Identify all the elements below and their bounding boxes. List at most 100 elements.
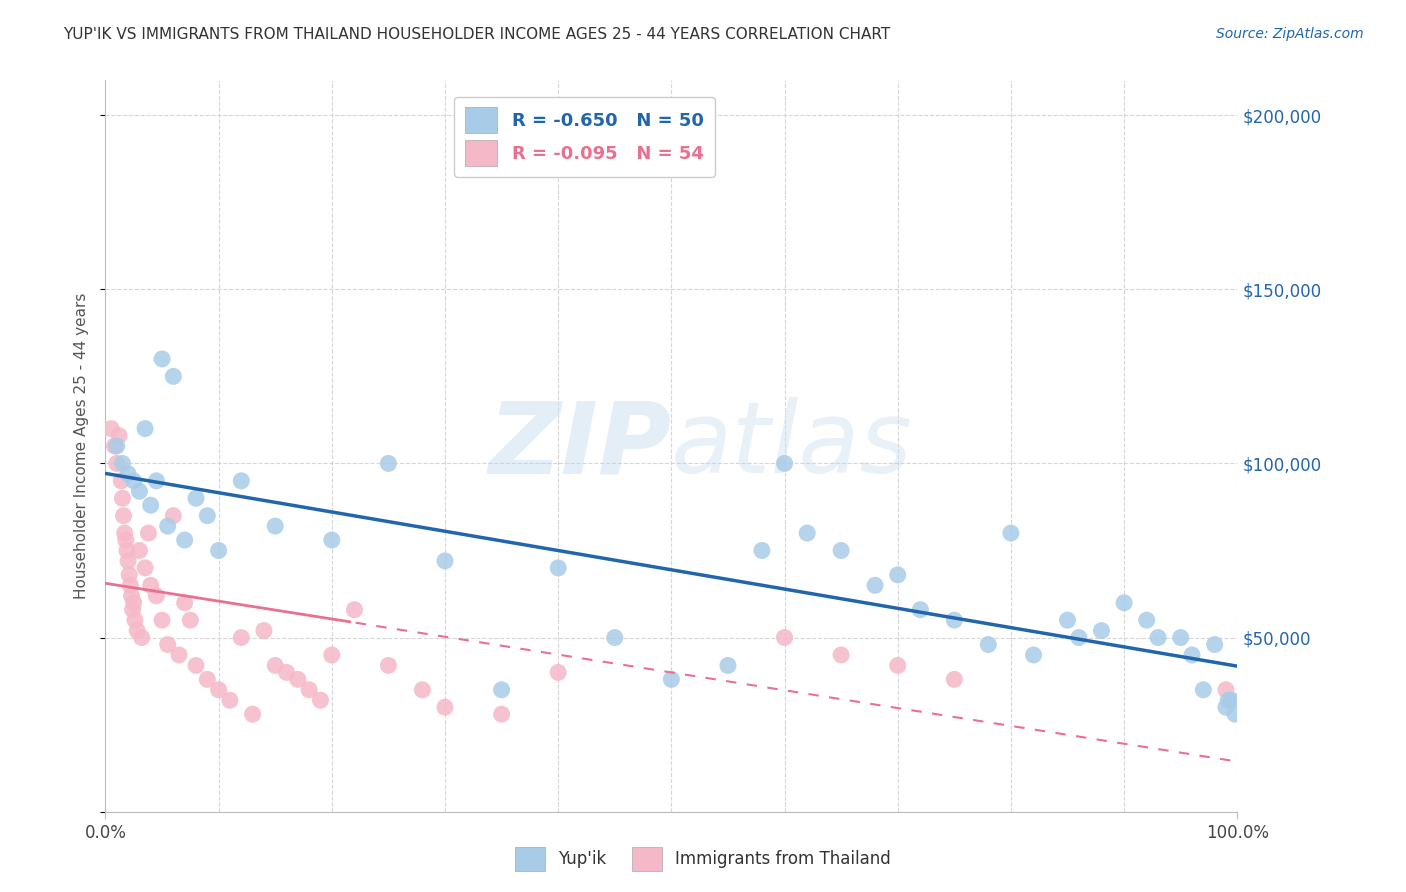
Point (184, 491, 207, 506)
Point (411, 682, 433, 697)
Point (208, 543, 231, 558)
Point (105, 457, 128, 471)
Point (138, 526, 160, 541)
Point (195, 673, 218, 687)
Point (121, 603, 143, 617)
Point (139, 498, 162, 512)
Y-axis label: Householder Income Ages 25 - 44 years: Householder Income Ages 25 - 44 years (75, 293, 90, 599)
Legend: Yup'ik, Immigrants from Thailand: Yup'ik, Immigrants from Thailand (506, 839, 900, 880)
Point (830, 648, 852, 662)
Text: Source: ZipAtlas.com: Source: ZipAtlas.com (1216, 27, 1364, 41)
Point (1215, 682, 1237, 697)
Point (1090, 624, 1112, 638)
Point (863, 578, 886, 592)
Point (1022, 648, 1045, 662)
Point (112, 508, 135, 523)
Point (167, 648, 190, 662)
Point (547, 561, 569, 575)
Point (1136, 613, 1159, 627)
Point (751, 543, 773, 558)
Point (128, 543, 150, 558)
Text: atlas: atlas (672, 398, 912, 494)
Point (264, 658, 287, 673)
Point (1170, 631, 1192, 645)
Point (128, 484, 150, 499)
Point (173, 533, 195, 547)
Point (1215, 700, 1237, 714)
Point (173, 596, 195, 610)
Point (134, 561, 156, 575)
Point (127, 624, 149, 638)
Point (773, 457, 796, 471)
Point (298, 682, 321, 697)
Point (491, 707, 513, 722)
Point (139, 578, 162, 592)
Point (977, 638, 1000, 652)
Point (377, 658, 399, 673)
Point (1000, 526, 1022, 541)
Point (117, 554, 139, 568)
Point (114, 526, 136, 541)
Point (253, 624, 276, 638)
Point (162, 369, 184, 384)
Point (124, 613, 146, 627)
Point (231, 631, 253, 645)
Point (195, 508, 218, 523)
Point (108, 428, 131, 442)
Point (603, 631, 626, 645)
Point (117, 467, 139, 481)
Point (830, 543, 852, 558)
Point (943, 613, 966, 627)
Point (120, 578, 142, 592)
Point (287, 673, 309, 687)
Point (231, 474, 253, 488)
Point (491, 682, 513, 697)
Point (1147, 631, 1170, 645)
Point (134, 421, 156, 435)
Point (105, 439, 128, 453)
Point (433, 554, 456, 568)
Point (150, 351, 173, 366)
Text: YUP'IK VS IMMIGRANTS FROM THAILAND HOUSEHOLDER INCOME AGES 25 - 44 YEARS CORRELA: YUP'IK VS IMMIGRANTS FROM THAILAND HOUSE… (63, 27, 890, 42)
Point (276, 665, 298, 680)
Point (121, 589, 143, 603)
Point (179, 613, 201, 627)
Point (162, 508, 184, 523)
Point (547, 665, 569, 680)
Point (145, 474, 167, 488)
Point (796, 526, 818, 541)
Point (1181, 648, 1204, 662)
Point (103, 439, 125, 453)
Point (1223, 707, 1246, 722)
Point (887, 567, 910, 582)
Point (1056, 613, 1078, 627)
Point (219, 693, 242, 707)
Point (131, 631, 153, 645)
Point (887, 658, 910, 673)
Point (377, 457, 399, 471)
Point (1218, 693, 1240, 707)
Point (150, 613, 173, 627)
Point (111, 457, 134, 471)
Point (321, 648, 343, 662)
Point (100, 421, 122, 435)
Point (122, 596, 145, 610)
Point (1114, 596, 1136, 610)
Point (1204, 638, 1226, 652)
Point (118, 567, 141, 582)
Point (156, 519, 179, 533)
Point (208, 682, 231, 697)
Legend: R = -0.650   N = 50, R = -0.095   N = 54: R = -0.650 N = 50, R = -0.095 N = 54 (454, 96, 714, 177)
Point (156, 638, 179, 652)
Point (773, 631, 796, 645)
Point (717, 658, 740, 673)
Point (910, 603, 932, 617)
Point (114, 533, 136, 547)
Point (111, 491, 134, 506)
Point (264, 519, 287, 533)
Point (321, 533, 343, 547)
Point (122, 474, 145, 488)
Point (184, 658, 207, 673)
Point (1220, 693, 1243, 707)
Point (110, 474, 132, 488)
